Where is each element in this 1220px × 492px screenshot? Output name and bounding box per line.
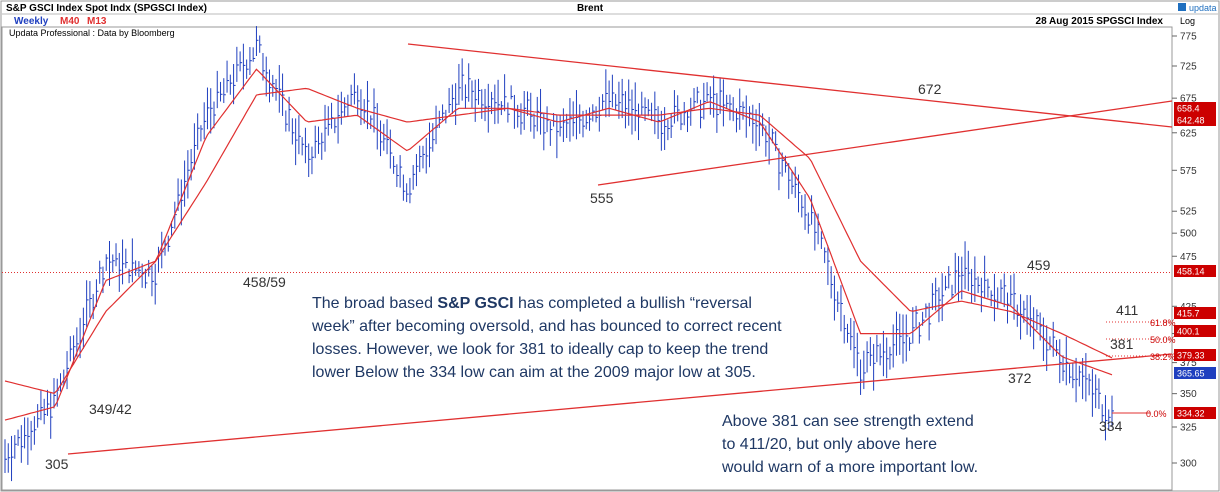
price-tag-label: 458.14 xyxy=(1177,267,1205,277)
y-tick-label: 500 xyxy=(1180,229,1197,240)
label-334: 334 xyxy=(1099,418,1123,434)
y-tick-label: 725 xyxy=(1180,62,1197,73)
price-tag-box xyxy=(1174,265,1216,277)
scale-label: Log xyxy=(1180,16,1195,26)
y-tick-label: 525 xyxy=(1180,207,1197,218)
label-555: 555 xyxy=(590,190,614,206)
annotation-main-line-3: losses. However, we look for 381 to idea… xyxy=(312,341,768,358)
label-381: 381 xyxy=(1110,336,1134,352)
label-372: 372 xyxy=(1008,370,1032,386)
y-tick-label: 575 xyxy=(1180,166,1197,177)
updata-logo: updata xyxy=(1178,3,1217,13)
price-tag-label: 365.65 xyxy=(1177,369,1205,379)
annotation-main-line-1: The broad based S&P GSCI has completed a… xyxy=(312,295,752,312)
trendline-support xyxy=(67,353,1173,455)
label-349-42: 349/42 xyxy=(89,401,132,417)
y-tick-label: 625 xyxy=(1180,128,1197,139)
fib-label-00: 0.0% xyxy=(1146,409,1167,419)
price-tag-label: 642.48 xyxy=(1177,116,1205,126)
price-tag-label: 400.1 xyxy=(1177,327,1200,337)
label-458-59: 458/59 xyxy=(243,274,286,290)
y-tick-label: 675 xyxy=(1180,94,1197,105)
fib-label-618: 61.8% xyxy=(1150,318,1176,328)
price-tag-label: 379.33 xyxy=(1177,351,1205,361)
price-tag-label: 415.7 xyxy=(1177,309,1200,319)
fib-label-382: 38.2% xyxy=(1150,352,1176,362)
annotation-lower-line-3: would warn of a more important low. xyxy=(721,459,978,476)
price-tag-box xyxy=(1174,367,1216,379)
y-tick-label: 775 xyxy=(1180,32,1197,43)
price-tag-box xyxy=(1174,114,1216,126)
price-tag-label: 334.32 xyxy=(1177,409,1205,419)
price-tag-box xyxy=(1174,307,1216,319)
y-tick-label: 475 xyxy=(1180,252,1197,263)
annotation-main-line-4: lower Below the 334 low can aim at the 2… xyxy=(312,364,756,381)
plot-frame xyxy=(1,26,1173,491)
price-tag-box xyxy=(1174,407,1216,419)
annotation-lower-line-1: Above 381 can see strength extend xyxy=(722,413,974,430)
annotation-lower-line-2: to 411/20, but only above here xyxy=(722,436,937,453)
date-info: 28 Aug 2015 SPGSCI Index xyxy=(1036,16,1164,27)
y-tick-label: 375 xyxy=(1180,358,1197,369)
annotation-main-line-2: week” after becoming oversold, and has b… xyxy=(311,318,782,335)
trendline-lower xyxy=(597,100,1173,186)
subtitle: Updata Professional : Data by Bloomberg xyxy=(9,28,175,38)
price-tag-box xyxy=(1174,325,1216,337)
label-305: 305 xyxy=(45,456,69,472)
chart-title: S&P GSCI Index Spot Indx (SPGSCI Index) xyxy=(6,3,207,14)
annotation-main: The broad based S&P GSCI has completed a… xyxy=(311,295,782,381)
price-tags: 658.4642.48458.14415.7400.1379.33365.653… xyxy=(1174,102,1216,419)
price-tag-box xyxy=(1174,102,1216,114)
fib-label-500: 50.0% xyxy=(1150,335,1176,345)
updata-logo-text: updata xyxy=(1189,3,1217,13)
trendline-upper xyxy=(407,43,1173,128)
y-tick-label: 300 xyxy=(1180,459,1197,470)
label-411: 411 xyxy=(1116,302,1139,318)
weekly-price-bars xyxy=(4,26,1114,482)
label-459: 459 xyxy=(1027,257,1051,273)
legend-m40: M40 xyxy=(60,16,80,27)
y-tick-label: 350 xyxy=(1180,389,1197,400)
y-tick-label: 325 xyxy=(1180,422,1197,433)
price-tag-box xyxy=(1174,349,1216,361)
center-title: Brent xyxy=(577,3,604,14)
legend-weekly: Weekly xyxy=(14,16,49,27)
updata-logo-icon xyxy=(1178,3,1186,11)
y-axis: 7757256756255755255004754254003753503253… xyxy=(1172,32,1197,470)
price-tag-label: 658.4 xyxy=(1177,104,1200,114)
legend-m13: M13 xyxy=(87,16,107,27)
label-672: 672 xyxy=(918,81,942,97)
m40-line xyxy=(4,87,1113,394)
annotation-lower: Above 381 can see strength extend to 411… xyxy=(721,413,978,476)
m13-line xyxy=(4,68,1113,421)
